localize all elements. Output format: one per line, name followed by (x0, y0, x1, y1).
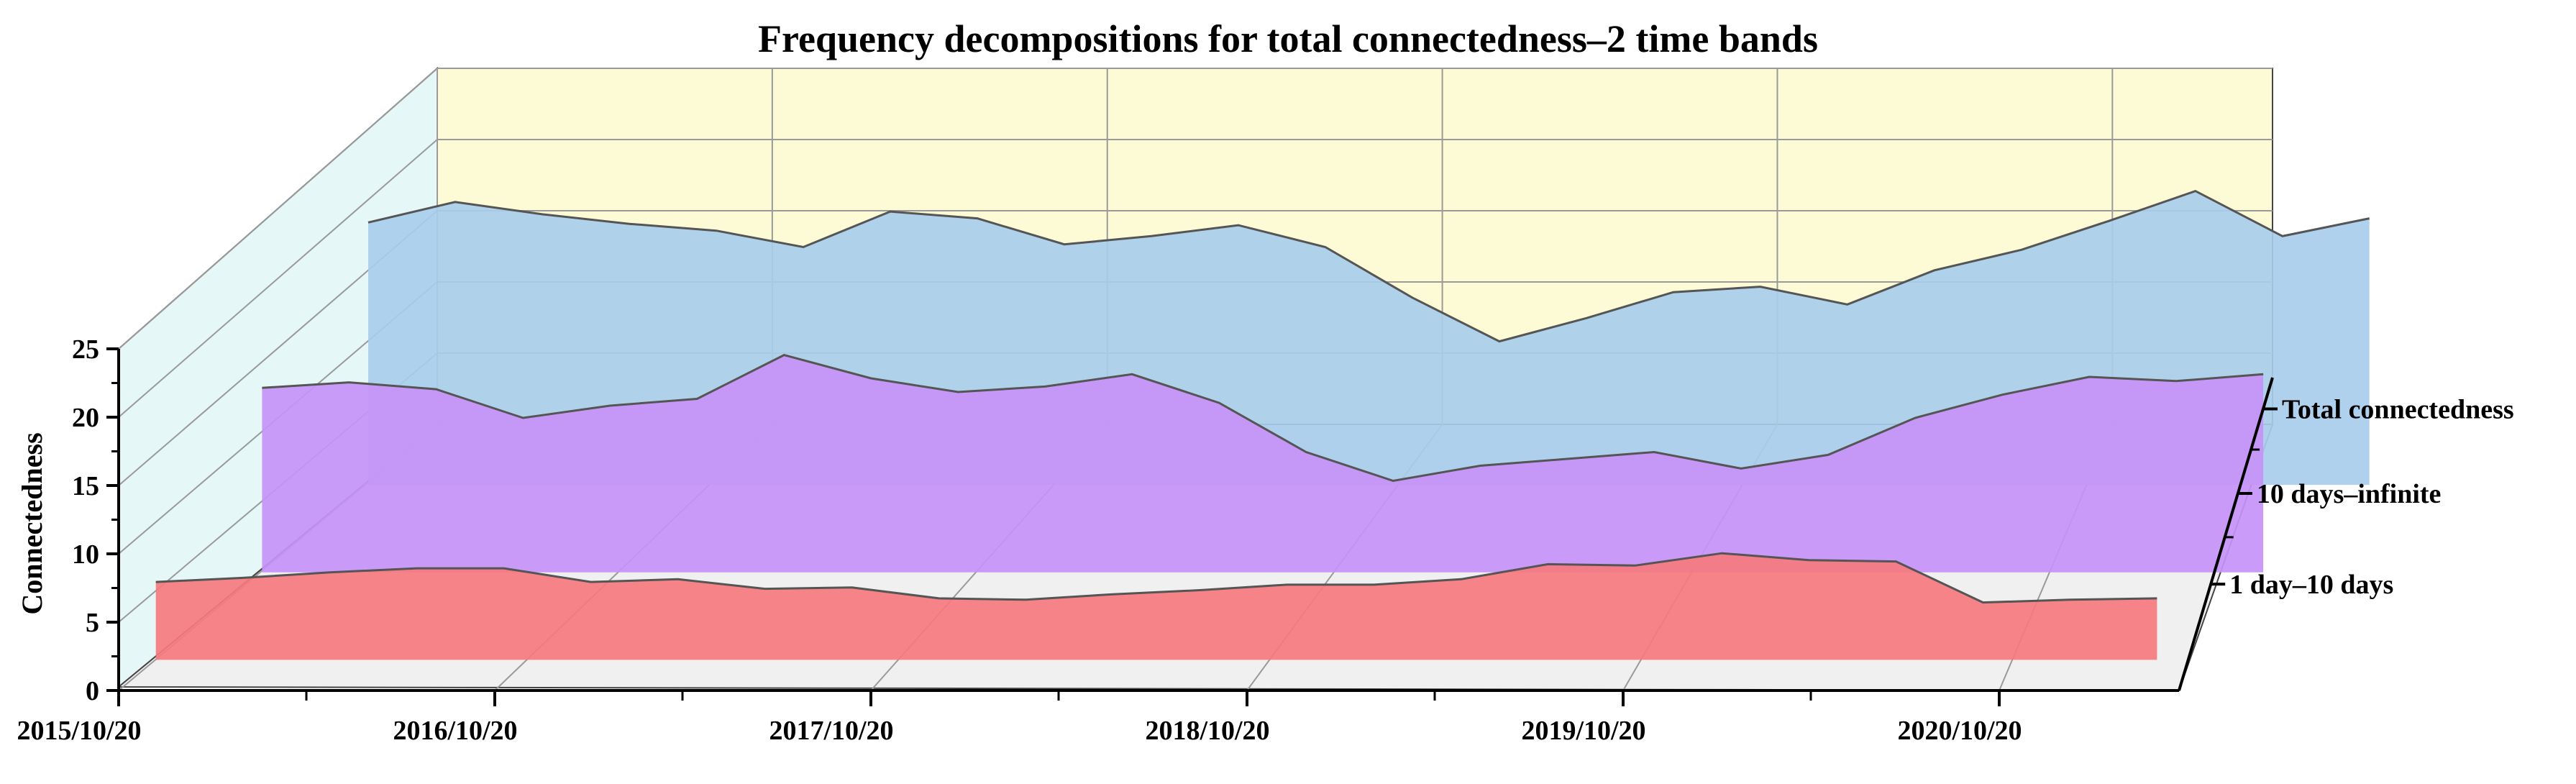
y-axis-label: Connectedness (16, 432, 48, 614)
y-tick-label: 5 (86, 608, 99, 638)
depth-axis-line (2178, 377, 2274, 691)
x-tick-label: 2020/10/20 (1897, 716, 2022, 746)
y-ticks: 0 5 10 15 20 25 (72, 334, 119, 706)
y-tick-label: 15 (72, 471, 99, 501)
x-tick-label: 2017/10/20 (769, 716, 893, 746)
depth-ticks: 1 day–10 days 10 days–infinite Total conne… (2211, 395, 2514, 600)
side-grid-line (118, 68, 438, 350)
y-tick-label: 10 (72, 539, 99, 570)
side-grid-line (118, 139, 438, 418)
x-tick-label: 2016/10/20 (393, 716, 517, 746)
y-tick-label: 25 (72, 334, 99, 365)
series-line-0 (155, 552, 2157, 604)
depth-tick-label: 1 day–10 days (2229, 570, 2393, 600)
chart-title: Frequency decompositions for total conne… (758, 17, 1818, 60)
series-line-1 (262, 354, 2264, 483)
depth-tick-label: 10 days–infinite (2257, 479, 2442, 509)
series-layer (155, 189, 2370, 660)
x-tick-label: 2018/10/20 (1145, 716, 1269, 746)
x-tick-label: 2019/10/20 (1521, 716, 1645, 746)
y-tick-label: 0 (86, 676, 99, 706)
x-ticks: 2015/10/20 2016/10/20 2017/10/20 2018/10/20… (17, 690, 2022, 746)
y-tick-label: 20 (72, 403, 99, 433)
series-area-1 (262, 355, 2264, 573)
x-tick-label: 2015/10/20 (17, 716, 141, 746)
series-line-2 (367, 189, 2370, 343)
depth-tick-label: Total connectedness (2282, 395, 2514, 425)
